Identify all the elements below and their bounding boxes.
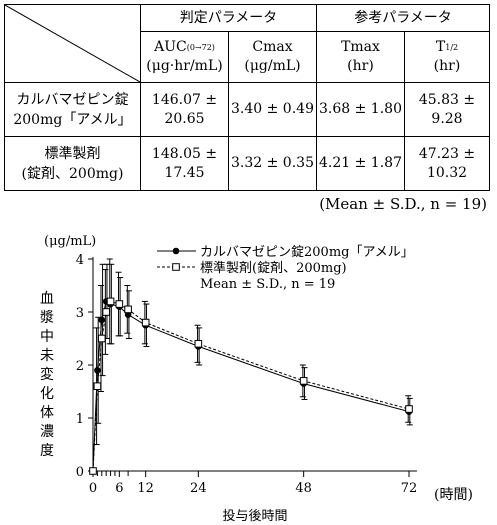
col-header-tmax: Tmax (hr) [316, 31, 405, 83]
auc-value: 146.07 ± 20.65 [140, 82, 229, 137]
reference-parameters-header: 参考パラメータ [316, 4, 490, 32]
diagonal-line [5, 5, 140, 82]
table-row: カルバマゼピン錠 200mg「アメル」 146.07 ± 20.65 3.40 … [4, 82, 490, 137]
col-header-cmax: Cmax (μg/mL) [228, 31, 317, 83]
y-tick-label: 0 [76, 465, 84, 480]
data-point [124, 305, 132, 314]
t12-value: 45.83 ± 9.28 [404, 82, 490, 137]
cmax-label: Cmax [252, 39, 293, 55]
t12-value-line2: 10.32 [426, 164, 468, 181]
y-unit-label: (μg/mL) [44, 234, 96, 249]
data-point [299, 377, 308, 385]
legend-note: Mean ± S.D., n = 19 [200, 277, 335, 292]
table-row: 標準製剤 (錠剤、200mg) 148.05 ± 17.45 3.32 ± 0.… [4, 136, 490, 191]
auc-value-line2: 20.65 [164, 110, 205, 127]
tmax-value: 3.68 ± 1.80 [316, 82, 405, 137]
tmax-label: Tmax [341, 39, 380, 55]
x-tick-label: 24 [190, 481, 207, 496]
y-tick-label: 4 [76, 253, 84, 268]
tmax-unit: (hr) [347, 58, 374, 74]
y-axis-label: 血漿中未変化体濃度 [40, 291, 54, 459]
row-label-test: カルバマゼピン錠 200mg「アメル」 [4, 82, 141, 137]
chart-legend: カルバマゼピン錠200mg「アメル」標準製剤(錠剤、200mg)Mean ± S… [157, 245, 414, 292]
row-label-line2: (錠剤、200mg) [21, 165, 124, 182]
t12-value: 47.23 ± 10.32 [404, 136, 490, 191]
t12-value-line1: 45.83 ± [418, 91, 476, 108]
chart-plot-area [89, 258, 413, 475]
auc-value-line2: 17.45 [164, 164, 205, 181]
data-point [194, 340, 203, 348]
row-label-line1: 標準製剤 [44, 145, 101, 162]
auc-value-line1: 148.05 ± [151, 145, 218, 162]
y-tick-label: 3 [76, 306, 84, 321]
table-footnote: (Mean ± S.D., n = 19) [319, 195, 487, 213]
pharmacokinetic-parameter-table: 判定パラメータ 参考パラメータ AUC(0→72) (μg·hr/mL) Cma… [4, 4, 490, 191]
data-point [93, 382, 102, 390]
diagonal-corner-cell [4, 4, 141, 83]
legend-marker [172, 247, 180, 255]
col-header-auc: AUC(0→72) (μg·hr/mL) [140, 31, 229, 83]
t12-value-line2: 9.28 [431, 110, 463, 127]
auc-value: 148.05 ± 17.45 [140, 136, 229, 191]
x-unit-label: (時間) [434, 487, 473, 503]
cmax-unit: (μg/mL) [244, 58, 301, 74]
data-point [89, 467, 97, 475]
cmax-value: 3.40 ± 0.49 [228, 82, 317, 137]
x-tick-label: 48 [295, 481, 312, 496]
x-tick-label: 6 [115, 481, 123, 496]
auc-value-line1: 146.07 ± [151, 91, 218, 108]
x-axis-label: 投与後時間 [222, 508, 287, 524]
data-point [106, 297, 115, 306]
cmax-value: 3.32 ± 0.35 [228, 136, 317, 191]
t12-value-line1: 47.23 ± [418, 145, 476, 162]
data-point [405, 405, 413, 413]
legend-label: カルバマゼピン錠200mg「アメル」 [200, 245, 414, 260]
auc-unit: (μg·hr/mL) [146, 58, 223, 74]
series-line-0 [92, 300, 410, 472]
auc-subscript: (0→72) [186, 43, 215, 52]
x-tick-label: 72 [401, 481, 418, 496]
data-point [141, 318, 150, 327]
data-point [94, 367, 101, 374]
auc-label: AUC [154, 39, 187, 55]
data-point [102, 308, 110, 316]
data-point [115, 300, 124, 308]
y-tick-label: 1 [76, 412, 84, 427]
row-label-line2: 200mg「アメル」 [13, 111, 132, 128]
row-label-reference: 標準製剤 (錠剤、200mg) [4, 136, 141, 191]
tmax-value: 4.21 ± 1.87 [316, 136, 405, 191]
legend-marker [172, 263, 180, 271]
judgement-parameters-header: 判定パラメータ [140, 4, 317, 32]
x-tick-label: 0 [89, 481, 97, 496]
t12-subscript: 1/2 [445, 43, 459, 52]
y-tick-label: 2 [76, 359, 84, 374]
col-header-t12: T1/2 (hr) [404, 31, 490, 83]
data-point [97, 334, 106, 343]
x-tick-label: 12 [137, 481, 154, 496]
legend-label: 標準製剤(錠剤、200mg) [200, 260, 347, 276]
row-label-line1: カルバマゼピン錠 [16, 91, 129, 108]
t12-unit: (hr) [433, 58, 461, 74]
series-line-1 [92, 300, 410, 472]
t12-label: T [435, 39, 446, 55]
data-point [98, 316, 106, 324]
